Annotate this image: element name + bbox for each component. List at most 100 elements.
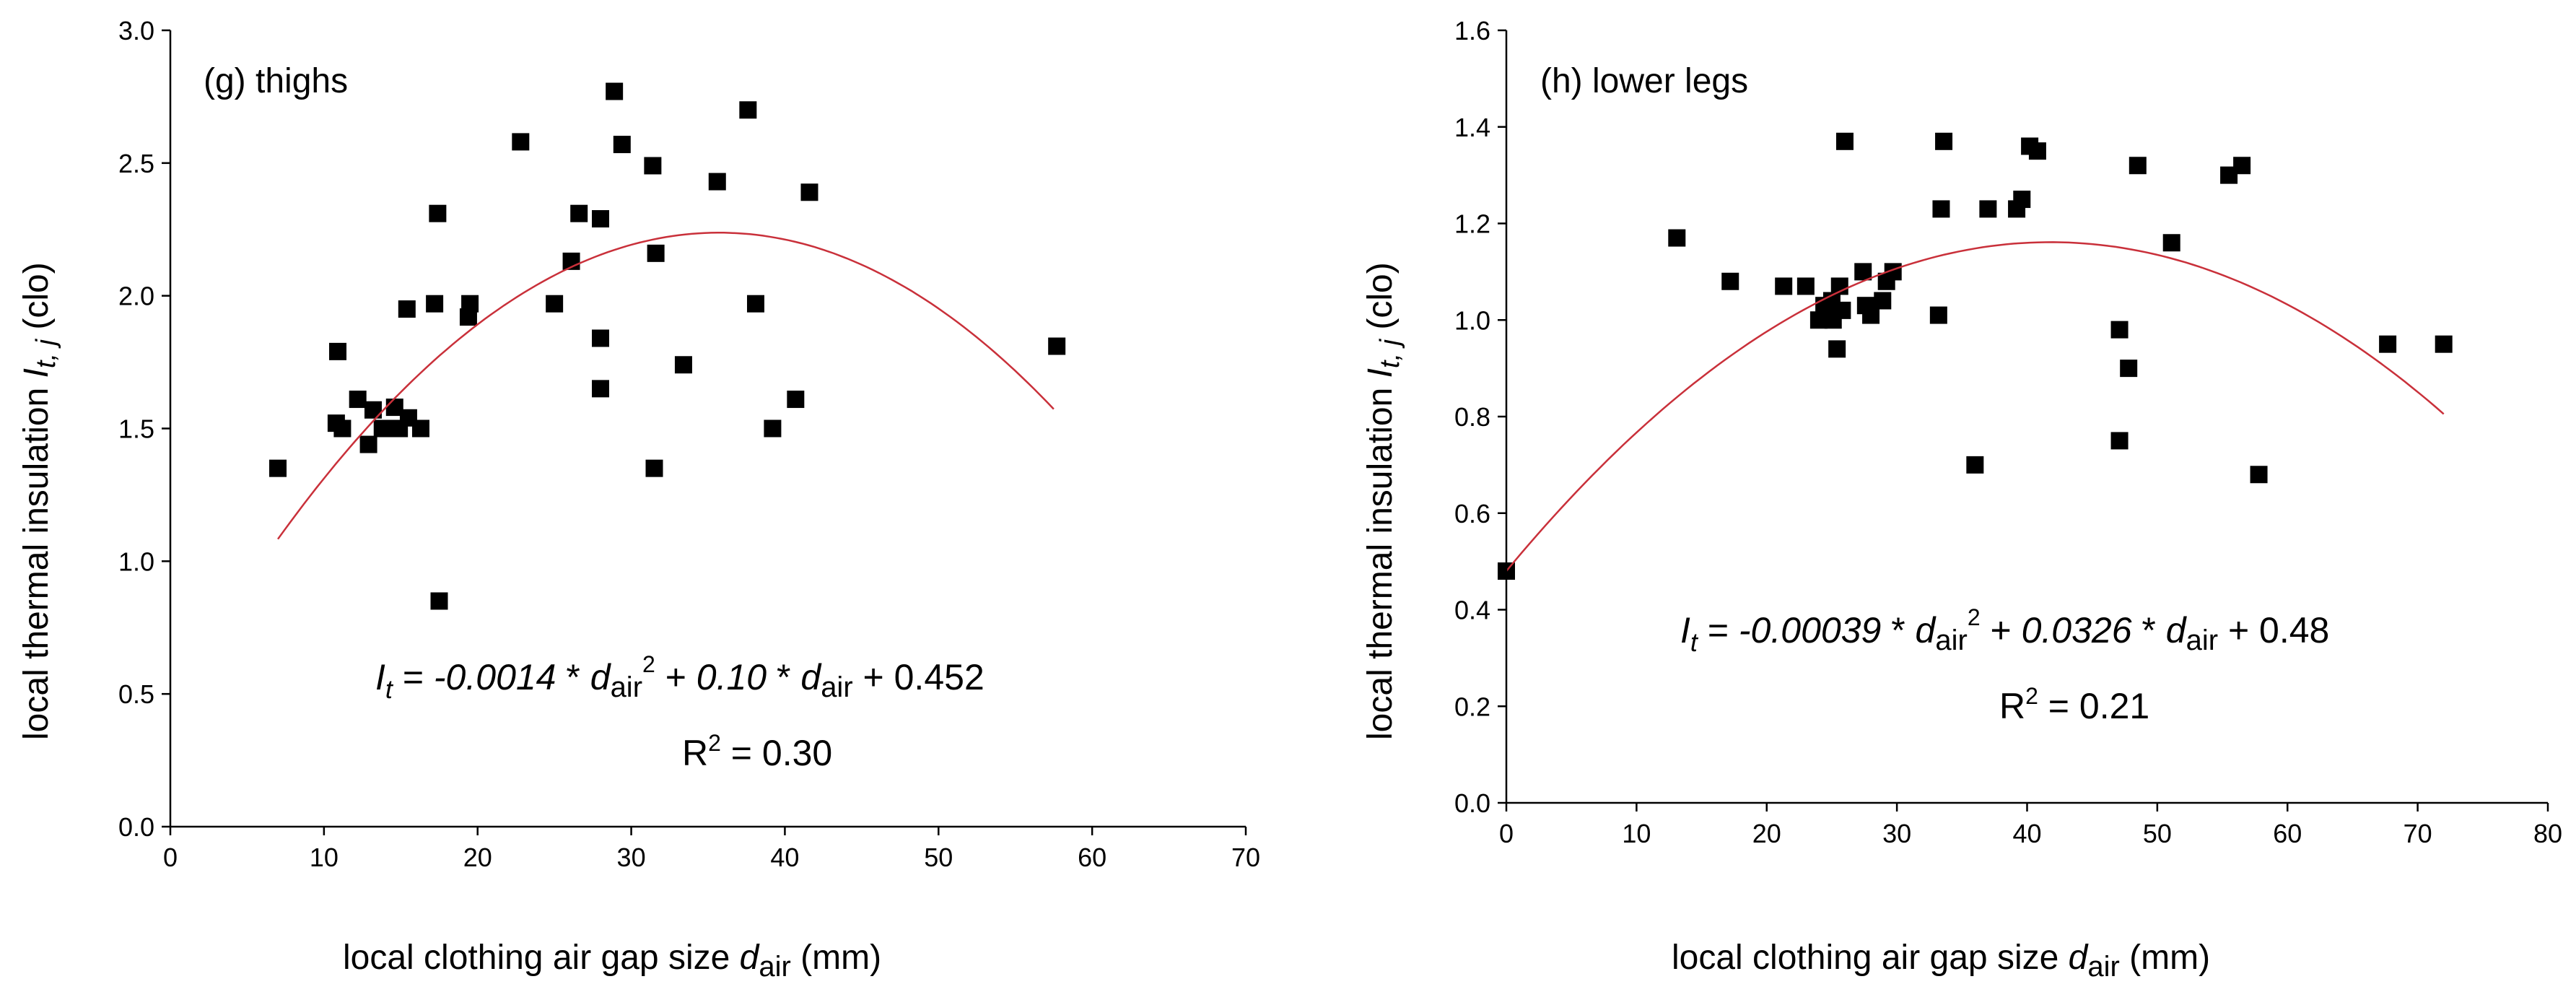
chart-lower-legs: 0 10 20 30 40 50 60 70 80 0.0 0.2 0.4 0.6 0.8 1.0 1.2 1… <box>1361 16 2562 983</box>
x-tick-label: 0 <box>1499 819 1514 848</box>
data-point <box>2028 142 2046 160</box>
data-point <box>764 419 782 438</box>
data-point <box>1668 229 1686 247</box>
x-tick-label: 60 <box>2273 819 2302 848</box>
chart-thighs: 0 10 20 30 40 50 60 70 0.0 0.5 1.0 1.5 2.0 2.5 3.0 (g… <box>17 16 1260 983</box>
data-point <box>2120 360 2138 378</box>
data-point <box>1833 301 1851 319</box>
data-point <box>2162 234 2180 252</box>
panel-label-lower-legs: (h) lower legs <box>1540 62 1748 100</box>
data-point <box>644 157 662 175</box>
data-point <box>1935 132 1953 150</box>
data-point <box>1862 306 1880 324</box>
r-squared-lower-legs: R2 = 0.21 <box>1999 683 2149 726</box>
x-tick-label: 70 <box>1231 843 1260 872</box>
data-point <box>592 329 609 347</box>
y-tick-label: 0.0 <box>118 812 154 842</box>
x-tick-label: 50 <box>924 843 953 872</box>
x-tick-label: 40 <box>770 843 799 872</box>
data-point <box>398 300 416 318</box>
data-point <box>1796 277 1815 295</box>
x-tick-label: 0 <box>163 843 178 872</box>
r-squared-thighs: R2 = 0.30 <box>682 730 832 773</box>
y-tick-label: 0.4 <box>1454 596 1490 625</box>
data-point <box>2110 321 2129 339</box>
data-point <box>426 295 444 313</box>
y-tick-label: 1.2 <box>1454 209 1490 239</box>
x-tick-label: 70 <box>2403 819 2432 848</box>
x-tick-label: 10 <box>1622 819 1651 848</box>
data-point <box>359 435 377 453</box>
data-point <box>674 356 692 374</box>
data-point <box>349 391 367 409</box>
data-point <box>1835 132 1854 150</box>
y-tick-label: 1.0 <box>118 547 154 576</box>
data-point <box>1979 200 1997 218</box>
data-point <box>645 459 663 477</box>
data-point <box>1048 337 1066 355</box>
y-tick-label: 0.6 <box>1454 499 1490 528</box>
panel-label-thighs: (g) thighs <box>204 62 348 100</box>
data-point <box>430 592 448 610</box>
data-point <box>429 204 447 222</box>
y-tick-label: 0.2 <box>1454 692 1490 721</box>
data-point <box>746 295 764 313</box>
data-point <box>411 419 429 438</box>
data-point <box>708 173 726 191</box>
data-point <box>2233 157 2251 175</box>
data-point <box>2129 157 2147 175</box>
y-ticks-lower-legs: 0.0 0.2 0.4 0.6 0.8 1.0 1.2 1.4 1.6 <box>1454 16 1506 818</box>
x-tick-label: 80 <box>2533 819 2562 848</box>
x-tick-label: 50 <box>2143 819 2172 848</box>
y-tick-label: 2.5 <box>118 149 154 178</box>
data-point <box>2250 466 2268 484</box>
fit-curve-thighs <box>276 232 1055 540</box>
x-tick-label: 30 <box>617 843 646 872</box>
data-point <box>739 101 757 119</box>
x-tick-label: 40 <box>2012 819 2041 848</box>
x-ticks-lower-legs: 0 10 20 30 40 50 60 70 80 <box>1499 803 2562 848</box>
data-point <box>1874 292 1892 310</box>
fit-curve-lower-legs <box>1506 241 2445 572</box>
y-tick-label: 0.0 <box>1454 788 1490 818</box>
data-point <box>2110 432 2129 450</box>
data-point <box>1854 263 1872 281</box>
y-tick-label: 0.8 <box>1454 402 1490 432</box>
y-tick-label: 1.6 <box>1454 16 1490 45</box>
x-tick-label: 10 <box>310 843 339 872</box>
data-point <box>1828 340 1846 358</box>
data-point <box>1929 306 1947 324</box>
data-point <box>592 210 609 228</box>
y-tick-label: 3.0 <box>118 16 154 45</box>
data-point <box>373 419 391 438</box>
data-point <box>546 295 564 313</box>
data-point <box>647 244 665 262</box>
data-point <box>787 391 805 409</box>
data-point <box>364 401 382 419</box>
x-axis-title-lower-legs: local clothing air gap size dair (mm) <box>1672 939 2210 983</box>
x-tick-label: 60 <box>1078 843 1106 872</box>
data-points-lower-legs <box>1498 132 2453 580</box>
data-point <box>329 342 347 360</box>
y-axis-title-lower-legs: local thermal insulation It, j (clo) <box>1361 262 1405 740</box>
x-axis-title-thighs: local clothing air gap size dair (mm) <box>343 939 881 983</box>
y-tick-label: 1.4 <box>1454 113 1490 142</box>
y-tick-label: 1.0 <box>1454 305 1490 335</box>
data-point <box>2013 191 2031 209</box>
x-tick-label: 20 <box>463 843 492 872</box>
data-point <box>269 459 287 477</box>
y-tick-label: 0.5 <box>118 679 154 709</box>
data-point <box>800 183 818 201</box>
data-point <box>606 82 624 100</box>
x-ticks-thighs: 0 10 20 30 40 50 60 70 <box>163 827 1260 872</box>
x-tick-label: 20 <box>1752 819 1781 848</box>
data-point <box>592 380 609 398</box>
data-points-thighs <box>269 82 1066 610</box>
data-point <box>2435 335 2453 353</box>
y-axis-title-thighs: local thermal insulation It, j (clo) <box>17 262 61 740</box>
data-point <box>1721 272 1739 290</box>
x-tick-label: 30 <box>1882 819 1911 848</box>
data-point <box>1775 277 1793 295</box>
data-point <box>333 419 352 438</box>
